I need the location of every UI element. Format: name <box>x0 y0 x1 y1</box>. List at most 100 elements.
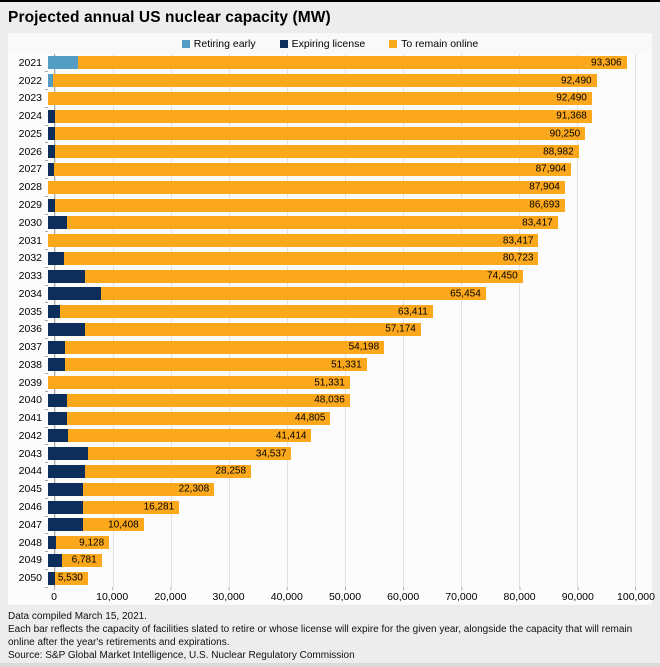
stacked-bar: 92,490 <box>48 74 597 88</box>
segment-expiring-license <box>48 393 68 407</box>
bar-track: 51,331 <box>45 358 636 375</box>
footer: Data compiled March 15, 2021. Each bar r… <box>0 605 660 662</box>
value-label: 41,414 <box>275 430 307 442</box>
x-tick-label: 0 <box>51 591 57 603</box>
x-tick-label: 70,000 <box>445 591 478 603</box>
stacked-bar: 87,904 <box>48 162 572 176</box>
segment-expiring-license <box>48 269 85 283</box>
value-label: 87,904 <box>535 163 567 175</box>
stacked-bar: 51,331 <box>48 358 367 372</box>
stacked-bar: 90,250 <box>48 127 586 141</box>
stacked-bar: 44,805 <box>48 411 331 425</box>
year-label: 2035 <box>18 305 42 318</box>
segment-to-remain-online <box>65 340 385 354</box>
year-label: 2022 <box>18 74 42 87</box>
bar-row: 2023 92,490 <box>8 90 652 108</box>
bar-row: 2047 10,408 <box>8 516 652 535</box>
legend-item-to-remain-online: To remain online <box>389 38 478 50</box>
segment-expiring-license <box>48 287 101 301</box>
bar-row: 2041 44,805 <box>8 409 652 428</box>
year-label: 2038 <box>18 358 42 371</box>
segment-expiring-license <box>48 536 56 550</box>
segment-to-remain-online <box>48 234 539 248</box>
value-label: 74,450 <box>487 270 518 282</box>
segment-to-remain-online <box>67 216 558 230</box>
bar-row: 2040 48,036 <box>8 392 652 410</box>
footer-description: Each bar reflects the capacity of facili… <box>8 624 633 648</box>
value-label: 57,174 <box>385 323 416 335</box>
bottom-strip <box>0 663 660 667</box>
bar-rows: 2021 93,306 2022 92,490 2023 92,490 2024 91,368… <box>8 54 652 588</box>
bar-row: 2050 5,530 <box>8 569 652 588</box>
stacked-bar: 6,781 <box>48 553 102 567</box>
bar-track: 83,417 <box>45 234 636 251</box>
stacked-bar: 16,281 <box>48 500 180 514</box>
bar-row: 2042 41,414 <box>8 427 652 446</box>
stacked-bar: 86,693 <box>48 198 565 212</box>
segment-expiring-license <box>48 305 60 319</box>
bar-row: 2025 90,250 <box>8 125 652 144</box>
x-axis: 0 10,000 20,000 30,000 40,000 50,000 60,000 70,… <box>51 587 655 603</box>
value-label: 92,490 <box>556 92 587 104</box>
bar-track: 41,414 <box>45 429 636 446</box>
segment-to-remain-online <box>84 269 523 283</box>
year-label: 2021 <box>18 56 42 69</box>
year-label: 2024 <box>18 110 42 123</box>
segment-to-remain-online <box>55 536 110 550</box>
segment-to-remain-online <box>48 91 592 105</box>
stacked-bar: 54,198 <box>48 340 385 354</box>
value-label: 48,036 <box>314 394 345 406</box>
stacked-bar: 88,982 <box>48 145 579 159</box>
bar-row: 2024 91,368 <box>8 107 652 126</box>
bar-row: 2048 9,128 <box>8 534 652 553</box>
segment-expiring-license <box>48 340 66 354</box>
x-tick-label: 60,000 <box>387 591 420 603</box>
bar-track: 83,417 <box>45 216 636 233</box>
stacked-bar: 41,414 <box>48 429 312 443</box>
value-label: 10,408 <box>108 519 139 531</box>
year-label: 2040 <box>18 394 42 407</box>
year-label: 2045 <box>18 483 42 496</box>
segment-expiring-license <box>48 518 83 532</box>
bar-track: 57,174 <box>45 322 636 339</box>
year-label: 2028 <box>18 181 42 194</box>
bar-row: 2043 34,537 <box>8 445 652 464</box>
year-label: 2026 <box>18 145 42 158</box>
year-label: 2042 <box>18 429 42 442</box>
year-label: 2034 <box>18 287 42 300</box>
segment-expiring-license <box>48 500 84 514</box>
segment-to-remain-online <box>82 518 144 532</box>
value-label: 86,693 <box>529 199 560 211</box>
bar-track: 87,904 <box>45 180 636 197</box>
segment-to-remain-online <box>48 376 350 390</box>
bar-row: 2022 92,490 <box>8 72 652 91</box>
stacked-bar: 48,036 <box>48 393 350 407</box>
x-tick-label: 80,000 <box>503 591 536 603</box>
bar-track: 10,408 <box>45 518 636 535</box>
segment-to-remain-online <box>67 393 350 407</box>
bar-row: 2045 22,308 <box>8 480 652 499</box>
x-tick-label: 90,000 <box>561 591 594 603</box>
year-label: 2027 <box>18 163 42 176</box>
segment-expiring-license <box>48 216 68 230</box>
segment-expiring-license <box>48 358 65 372</box>
segment-expiring-license <box>48 127 55 141</box>
segment-expiring-license <box>48 429 68 443</box>
bar-track: 90,250 <box>45 127 636 144</box>
segment-to-remain-online <box>55 198 565 212</box>
segment-expiring-license <box>48 251 64 265</box>
value-label: 83,417 <box>522 217 553 229</box>
bar-track: 6,781 <box>45 553 636 570</box>
stacked-bar: 57,174 <box>48 322 421 336</box>
stacked-bar: 65,454 <box>48 287 486 301</box>
bar-row: 2046 16,281 <box>8 498 652 517</box>
year-label: 2049 <box>18 554 42 567</box>
segment-to-remain-online <box>60 305 433 319</box>
plot-area: 2021 93,306 2022 92,490 2023 92,490 2024 91,368… <box>8 54 655 603</box>
bar-row: 2032 80,723 <box>8 249 652 268</box>
value-label: 9,128 <box>79 537 105 549</box>
year-label: 2048 <box>18 536 42 549</box>
year-label: 2043 <box>18 447 42 460</box>
value-label: 34,537 <box>255 448 287 460</box>
x-tick-label: 30,000 <box>212 591 245 603</box>
